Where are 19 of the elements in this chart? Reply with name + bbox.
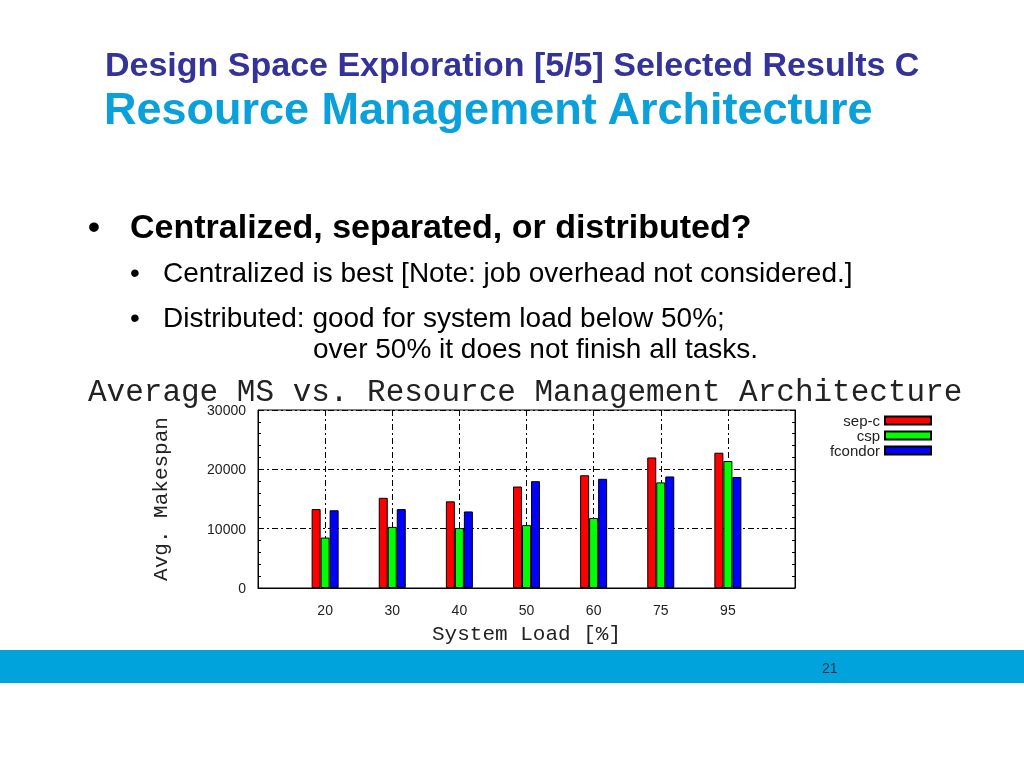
x-tick-label: 30 xyxy=(384,602,401,618)
x-axis-title: System Load [%] xyxy=(431,623,622,646)
text: • Centralized is best [Note: job overhead not considered.] xyxy=(130,256,853,290)
x-tick-label: 40 xyxy=(451,602,468,618)
legend-label: sep-c xyxy=(843,412,881,429)
y-axis-title: Avg. Makespan xyxy=(150,417,173,581)
text: Resource Management Architecture xyxy=(104,83,873,136)
text: • Centralized, separated, or distributed? xyxy=(88,206,752,247)
x-tick-label: 50 xyxy=(518,602,535,618)
y-tick-label: 20000 xyxy=(207,461,247,478)
x-tick-label: 75 xyxy=(652,602,669,618)
text: • Distributed: good for system load below 50%; over 50% it does not finish all tasks. xyxy=(130,302,759,364)
y-tick-label: 0 xyxy=(238,580,247,596)
y-tick-label: 10000 xyxy=(207,520,247,537)
text: Design Space Exploration [5/5] Selected Results C xyxy=(105,44,920,85)
text: 21 xyxy=(822,659,838,678)
x-tick-label: 95 xyxy=(720,602,736,618)
x-tick-label: 60 xyxy=(585,602,602,618)
x-tick-label: 20 xyxy=(317,602,334,618)
